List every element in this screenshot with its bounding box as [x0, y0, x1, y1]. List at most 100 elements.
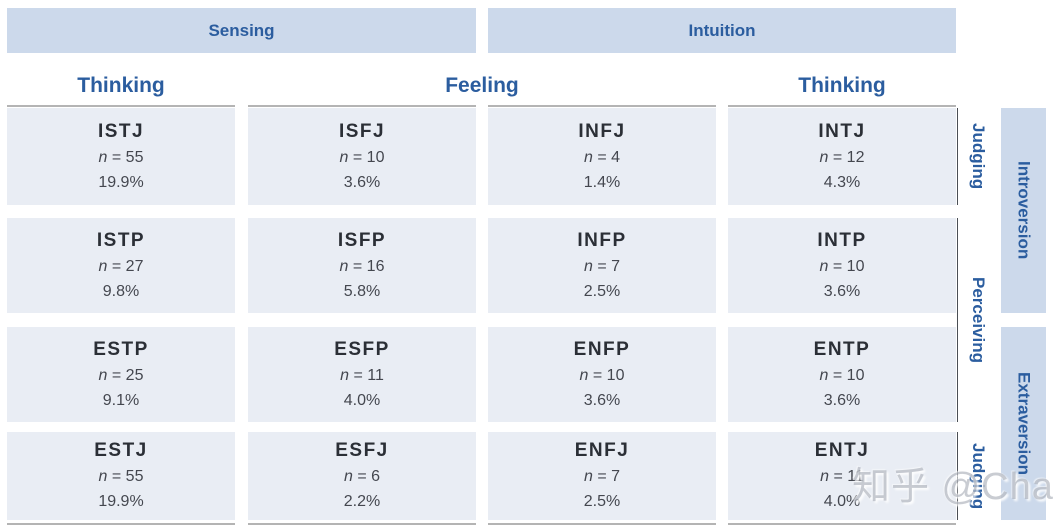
n-count: = 6 — [352, 468, 381, 485]
sample-size: n = 6 — [344, 464, 380, 489]
n-symbol: n — [583, 148, 593, 166]
type-cell-infp: INFP n = 7 2.5% — [488, 218, 716, 313]
band-sensing: Sensing — [7, 8, 476, 53]
type-name: ISTP — [96, 229, 146, 251]
jp-divider-judging-bottom — [957, 432, 958, 520]
n-symbol: n — [583, 257, 593, 275]
percentage: 4.3% — [823, 173, 861, 191]
type-cell-esfp: ESFP n = 11 4.0% — [248, 327, 476, 422]
n-count: = 55 — [107, 468, 144, 485]
n-symbol: n — [339, 257, 349, 275]
n-symbol: n — [583, 468, 593, 485]
n-count: = 25 — [107, 366, 144, 384]
n-symbol: n — [98, 468, 108, 485]
bottom-rule-col3 — [488, 523, 716, 525]
percentage: 3.6% — [823, 391, 861, 409]
n-symbol: n — [820, 468, 830, 485]
sample-size: n = 25 — [99, 363, 144, 388]
type-cell-estj: ESTJ n = 55 19.9% — [7, 432, 235, 520]
n-count: = 12 — [828, 148, 865, 166]
type-name: INTJ — [818, 120, 866, 142]
axis-perceiving: Perceiving — [969, 277, 988, 363]
type-name: ISFJ — [338, 120, 386, 142]
percentage: 9.8% — [102, 282, 140, 300]
n-count: = 4 — [592, 148, 621, 166]
n-count: = 11 — [349, 366, 384, 384]
sample-size: n = 12 — [820, 145, 865, 170]
axis-judging-top: Judging — [969, 123, 988, 190]
type-name: ESFJ — [335, 440, 389, 461]
type-cell-enfp: ENFP n = 10 3.6% — [488, 327, 716, 422]
type-cell-istj: ISTJ n = 55 19.9% — [7, 108, 235, 205]
percentage: 3.6% — [583, 391, 621, 409]
band-intuition-label: Intuition — [688, 20, 756, 40]
type-cell-infj: INFJ n = 4 1.4% — [488, 108, 716, 205]
type-cell-istp: ISTP n = 27 9.8% — [7, 218, 235, 313]
n-symbol: n — [819, 148, 829, 166]
top-rule-col3 — [488, 105, 716, 107]
n-count: = 7 — [592, 257, 621, 275]
type-name: INFP — [577, 229, 627, 251]
type-name: ISFP — [337, 229, 387, 251]
top-rule-col4 — [728, 105, 956, 107]
type-name: ISTJ — [97, 120, 145, 142]
n-count: = 10 — [828, 257, 865, 275]
bottom-rule-col1 — [7, 523, 235, 525]
type-name: INFJ — [578, 120, 626, 142]
n-count: = 10 — [828, 366, 865, 384]
percentage: 3.6% — [823, 282, 861, 300]
n-symbol: n — [819, 257, 829, 275]
percentage: 2.2% — [343, 493, 381, 510]
sample-size: n = 11 — [340, 363, 384, 388]
type-cell-esfj: ESFJ n = 6 2.2% — [248, 432, 476, 520]
band-sensing-label: Sensing — [208, 20, 275, 40]
n-symbol: n — [98, 257, 108, 275]
n-count: = 7 — [592, 468, 621, 485]
type-cell-intp: INTP n = 10 3.6% — [728, 218, 956, 313]
type-cell-entp: ENTP n = 10 3.6% — [728, 327, 956, 422]
sample-size: n = 10 — [820, 363, 865, 388]
percentage: 2.5% — [583, 282, 621, 300]
percentage: 3.6% — [343, 173, 381, 191]
type-name: INTP — [817, 229, 867, 251]
jp-divider-perceiving — [957, 218, 958, 422]
type-name: ESTP — [93, 338, 149, 360]
percentage: 4.0% — [823, 493, 861, 510]
sample-size: n = 7 — [584, 254, 620, 279]
band-intuition: Intuition — [488, 8, 956, 53]
top-rule-col2 — [248, 105, 476, 107]
type-cell-enfj: ENFJ n = 7 2.5% — [488, 432, 716, 520]
n-count: = 55 — [107, 148, 144, 166]
type-name: ENFJ — [574, 440, 630, 461]
type-name: ENTP — [813, 338, 871, 360]
header-feeling: Feeling — [445, 74, 519, 97]
sample-size: n = 10 — [820, 254, 865, 279]
sample-size: n = 55 — [99, 145, 144, 170]
sample-size: n = 11 — [820, 464, 864, 489]
percentage: 9.1% — [102, 391, 140, 409]
n-count: = 10 — [588, 366, 625, 384]
band-introversion: Introversion — [1001, 108, 1046, 313]
sample-size: n = 27 — [99, 254, 144, 279]
n-count: = 11 — [829, 468, 864, 485]
type-cell-estp: ESTP n = 25 9.1% — [7, 327, 235, 422]
n-symbol: n — [579, 366, 589, 384]
type-cell-isfp: ISFP n = 16 5.8% — [248, 218, 476, 313]
sample-size: n = 55 — [99, 464, 144, 489]
n-symbol: n — [340, 366, 350, 384]
n-symbol: n — [819, 366, 829, 384]
bottom-rule-col4 — [728, 523, 956, 525]
percentage: 2.5% — [583, 493, 621, 510]
type-cell-entj: ENTJ n = 11 4.0% — [728, 432, 956, 520]
percentage: 19.9% — [98, 173, 144, 191]
n-symbol: n — [98, 366, 108, 384]
n-symbol: n — [98, 148, 108, 166]
n-count: = 27 — [107, 257, 144, 275]
percentage: 4.0% — [343, 391, 381, 409]
sample-size: n = 10 — [580, 363, 625, 388]
n-count: = 10 — [348, 148, 385, 166]
n-symbol: n — [343, 468, 353, 485]
type-name: ESFP — [334, 338, 390, 360]
sample-size: n = 16 — [340, 254, 385, 279]
